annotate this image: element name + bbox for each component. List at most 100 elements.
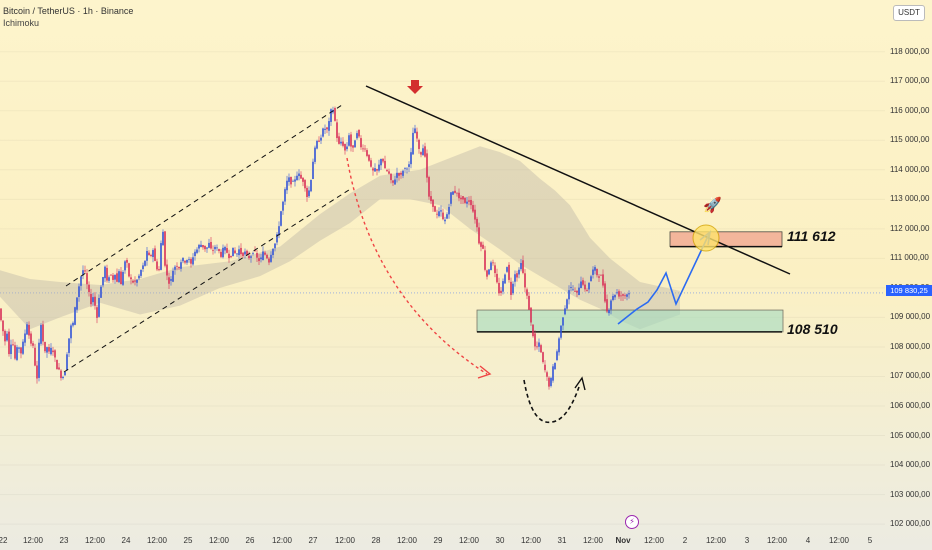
candle-body — [470, 199, 472, 206]
candle-body — [516, 273, 518, 278]
candle-body — [626, 294, 628, 297]
candle-body — [0, 308, 2, 321]
lightning-icon[interactable]: ⚡ — [625, 515, 639, 529]
candle-body — [114, 274, 116, 280]
candle-body — [450, 192, 452, 204]
time-tick-label: 3 — [744, 536, 750, 545]
candle-body — [522, 260, 524, 273]
candle-body — [326, 127, 328, 130]
candle-body — [344, 143, 346, 151]
symbol-title[interactable]: Bitcoin / TetherUS · 1h · Binance — [3, 6, 134, 16]
candle-body — [34, 347, 36, 366]
time-tick-label: 12:00 — [208, 536, 230, 545]
support-zone — [476, 309, 784, 333]
candle-body — [444, 219, 446, 222]
candle-body — [414, 128, 416, 134]
candle-body — [380, 158, 382, 166]
candle-body — [8, 331, 10, 355]
candle-body — [226, 248, 228, 253]
candle-body — [268, 258, 270, 263]
candle-body — [572, 289, 574, 291]
candle-body — [392, 180, 394, 183]
price-tick-label: 113 000,00 — [890, 194, 930, 204]
candle-body — [304, 180, 306, 189]
candle-body — [422, 148, 424, 156]
candle-body — [548, 377, 550, 387]
channel-lower — [63, 187, 353, 373]
candle-body — [352, 145, 354, 148]
candle-body — [366, 150, 368, 156]
candle-body — [316, 140, 318, 149]
time-tick-label: 12:00 — [766, 536, 788, 545]
candle-body — [244, 251, 246, 255]
candle-body — [180, 262, 182, 269]
candle-body — [362, 148, 364, 150]
candle-body — [338, 136, 340, 144]
candle-body — [614, 294, 616, 298]
trendline-resistance — [365, 85, 791, 275]
candle-body — [264, 252, 266, 255]
indicator-label[interactable]: Ichimoku — [3, 18, 40, 28]
candle-body — [100, 286, 102, 298]
time-tick-label: 12:00 — [582, 536, 604, 545]
candle-body — [192, 257, 194, 265]
candle-body — [454, 190, 456, 193]
candle-body — [498, 282, 500, 294]
rounded-bottom-curve — [523, 379, 581, 424]
candle-body — [246, 250, 248, 256]
candle-body — [512, 283, 514, 294]
candle-body — [294, 179, 296, 182]
candle-body — [544, 364, 546, 371]
candle-body — [240, 247, 242, 255]
candle-body — [608, 310, 610, 314]
candle-body — [216, 247, 218, 249]
candle-body — [558, 338, 560, 353]
candle-body — [274, 243, 276, 249]
candle-body — [482, 244, 484, 249]
candle-body — [154, 248, 156, 261]
candle-body — [124, 261, 126, 271]
candle-body — [440, 210, 442, 212]
candle-body — [556, 351, 558, 361]
time-tick-label: 12:00 — [705, 536, 727, 545]
candle-body — [168, 277, 170, 284]
price-tick-label: 103 000,00 — [890, 489, 931, 499]
currency-button[interactable]: USDT — [893, 5, 925, 21]
candle-body — [66, 354, 68, 371]
candle-body — [406, 168, 408, 170]
candle-body — [532, 324, 534, 337]
price-tick-label: 116 000,00 — [890, 105, 930, 115]
time-tick-label: 12:00 — [828, 536, 850, 545]
candle-body — [322, 128, 324, 137]
candle-body — [382, 158, 384, 162]
candle-body — [194, 251, 196, 257]
candle-body — [188, 259, 190, 261]
candle-body — [412, 132, 414, 155]
rounded-bottom-arrow — [574, 376, 586, 391]
candle-body — [266, 254, 268, 259]
candle-body — [152, 250, 154, 258]
candle-body — [334, 108, 336, 121]
candle-body — [276, 234, 278, 243]
candle-body — [594, 267, 596, 271]
candle-body — [270, 254, 272, 262]
candle-body — [210, 241, 212, 249]
candle-body — [354, 140, 356, 148]
candle-body — [158, 269, 160, 271]
candle-body — [526, 289, 528, 296]
candle-body — [128, 263, 130, 277]
current-price-tag: 109 830,25 — [886, 285, 932, 296]
candle-body — [320, 137, 322, 141]
candle-body — [462, 196, 464, 200]
candle-body — [218, 249, 220, 252]
candle-body — [190, 258, 192, 264]
candle-body — [272, 248, 274, 255]
candle-body — [76, 297, 78, 310]
candle-body — [350, 134, 352, 147]
candle-body — [488, 269, 490, 275]
candle-body — [136, 279, 138, 283]
candle-body — [122, 271, 124, 285]
candle-body — [336, 122, 338, 139]
